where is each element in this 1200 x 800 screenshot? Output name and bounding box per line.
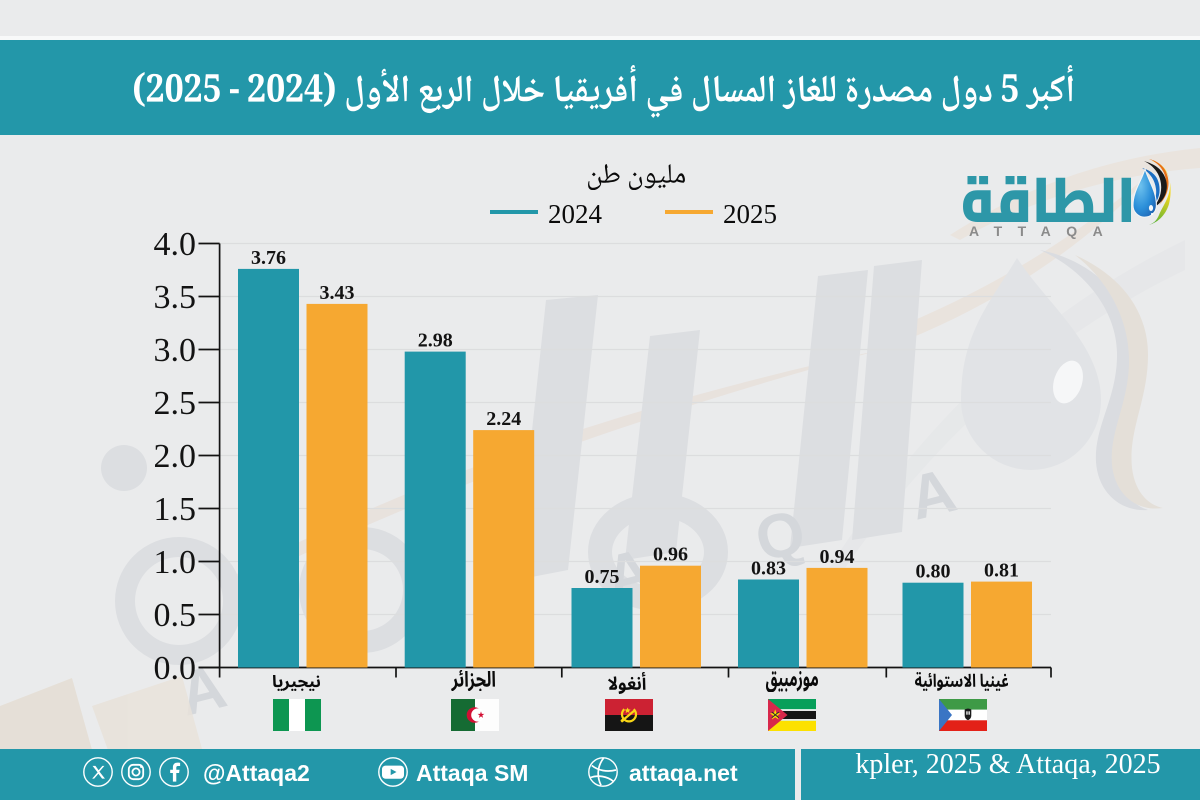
svg-text:3.0: 3.0 — [154, 332, 197, 369]
svg-text:3.76: 3.76 — [251, 247, 286, 269]
svg-text:0.75: 0.75 — [585, 566, 620, 588]
svg-text:1.0: 1.0 — [154, 544, 197, 581]
svg-text:2.98: 2.98 — [418, 330, 453, 352]
svg-text:3.5: 3.5 — [154, 279, 197, 316]
svg-text:3.43: 3.43 — [320, 282, 355, 304]
svg-text:0.0: 0.0 — [154, 650, 197, 687]
svg-text:2.5: 2.5 — [154, 385, 197, 422]
svg-text:2.24: 2.24 — [486, 408, 521, 430]
svg-text:0.5: 0.5 — [154, 597, 197, 634]
svg-text:4.0: 4.0 — [154, 226, 197, 263]
svg-text:0.96: 0.96 — [653, 544, 688, 566]
svg-text:1.5: 1.5 — [154, 491, 197, 528]
svg-text:0.83: 0.83 — [751, 558, 786, 580]
svg-text:0.94: 0.94 — [820, 546, 855, 568]
svg-text:0.80: 0.80 — [916, 561, 951, 583]
svg-text:0.81: 0.81 — [984, 560, 1019, 582]
svg-text:2.0: 2.0 — [154, 438, 197, 475]
